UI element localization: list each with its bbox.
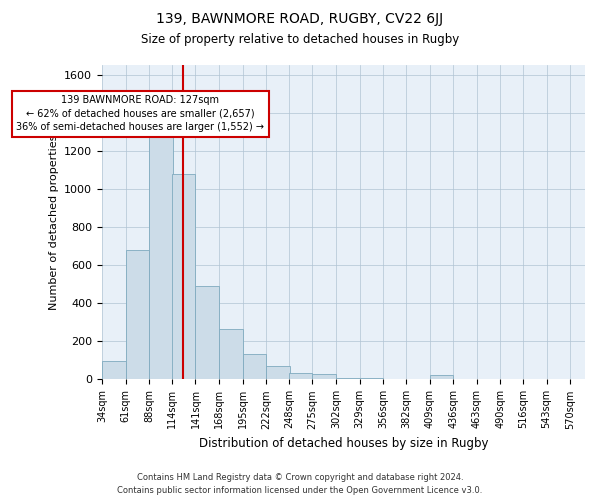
Bar <box>196 286 219 380</box>
Bar <box>266 366 290 380</box>
Bar <box>336 378 359 380</box>
X-axis label: Distribution of detached houses by size in Rugby: Distribution of detached houses by size … <box>199 437 488 450</box>
Bar <box>430 374 453 380</box>
Bar <box>219 329 242 380</box>
Text: 139, BAWNMORE ROAD, RUGBY, CV22 6JJ: 139, BAWNMORE ROAD, RUGBY, CV22 6JJ <box>157 12 443 26</box>
Bar <box>125 250 149 380</box>
Bar <box>242 354 266 380</box>
Text: 139 BAWNMORE ROAD: 127sqm
← 62% of detached houses are smaller (2,657)
36% of se: 139 BAWNMORE ROAD: 127sqm ← 62% of detac… <box>16 96 265 132</box>
Bar <box>359 378 383 380</box>
Bar <box>289 373 313 380</box>
Bar <box>313 374 336 380</box>
Text: Size of property relative to detached houses in Rugby: Size of property relative to detached ho… <box>141 32 459 46</box>
Y-axis label: Number of detached properties: Number of detached properties <box>49 134 59 310</box>
Bar <box>172 174 196 380</box>
Text: Contains HM Land Registry data © Crown copyright and database right 2024.
Contai: Contains HM Land Registry data © Crown c… <box>118 474 482 495</box>
Bar <box>149 126 173 380</box>
Bar <box>102 362 125 380</box>
